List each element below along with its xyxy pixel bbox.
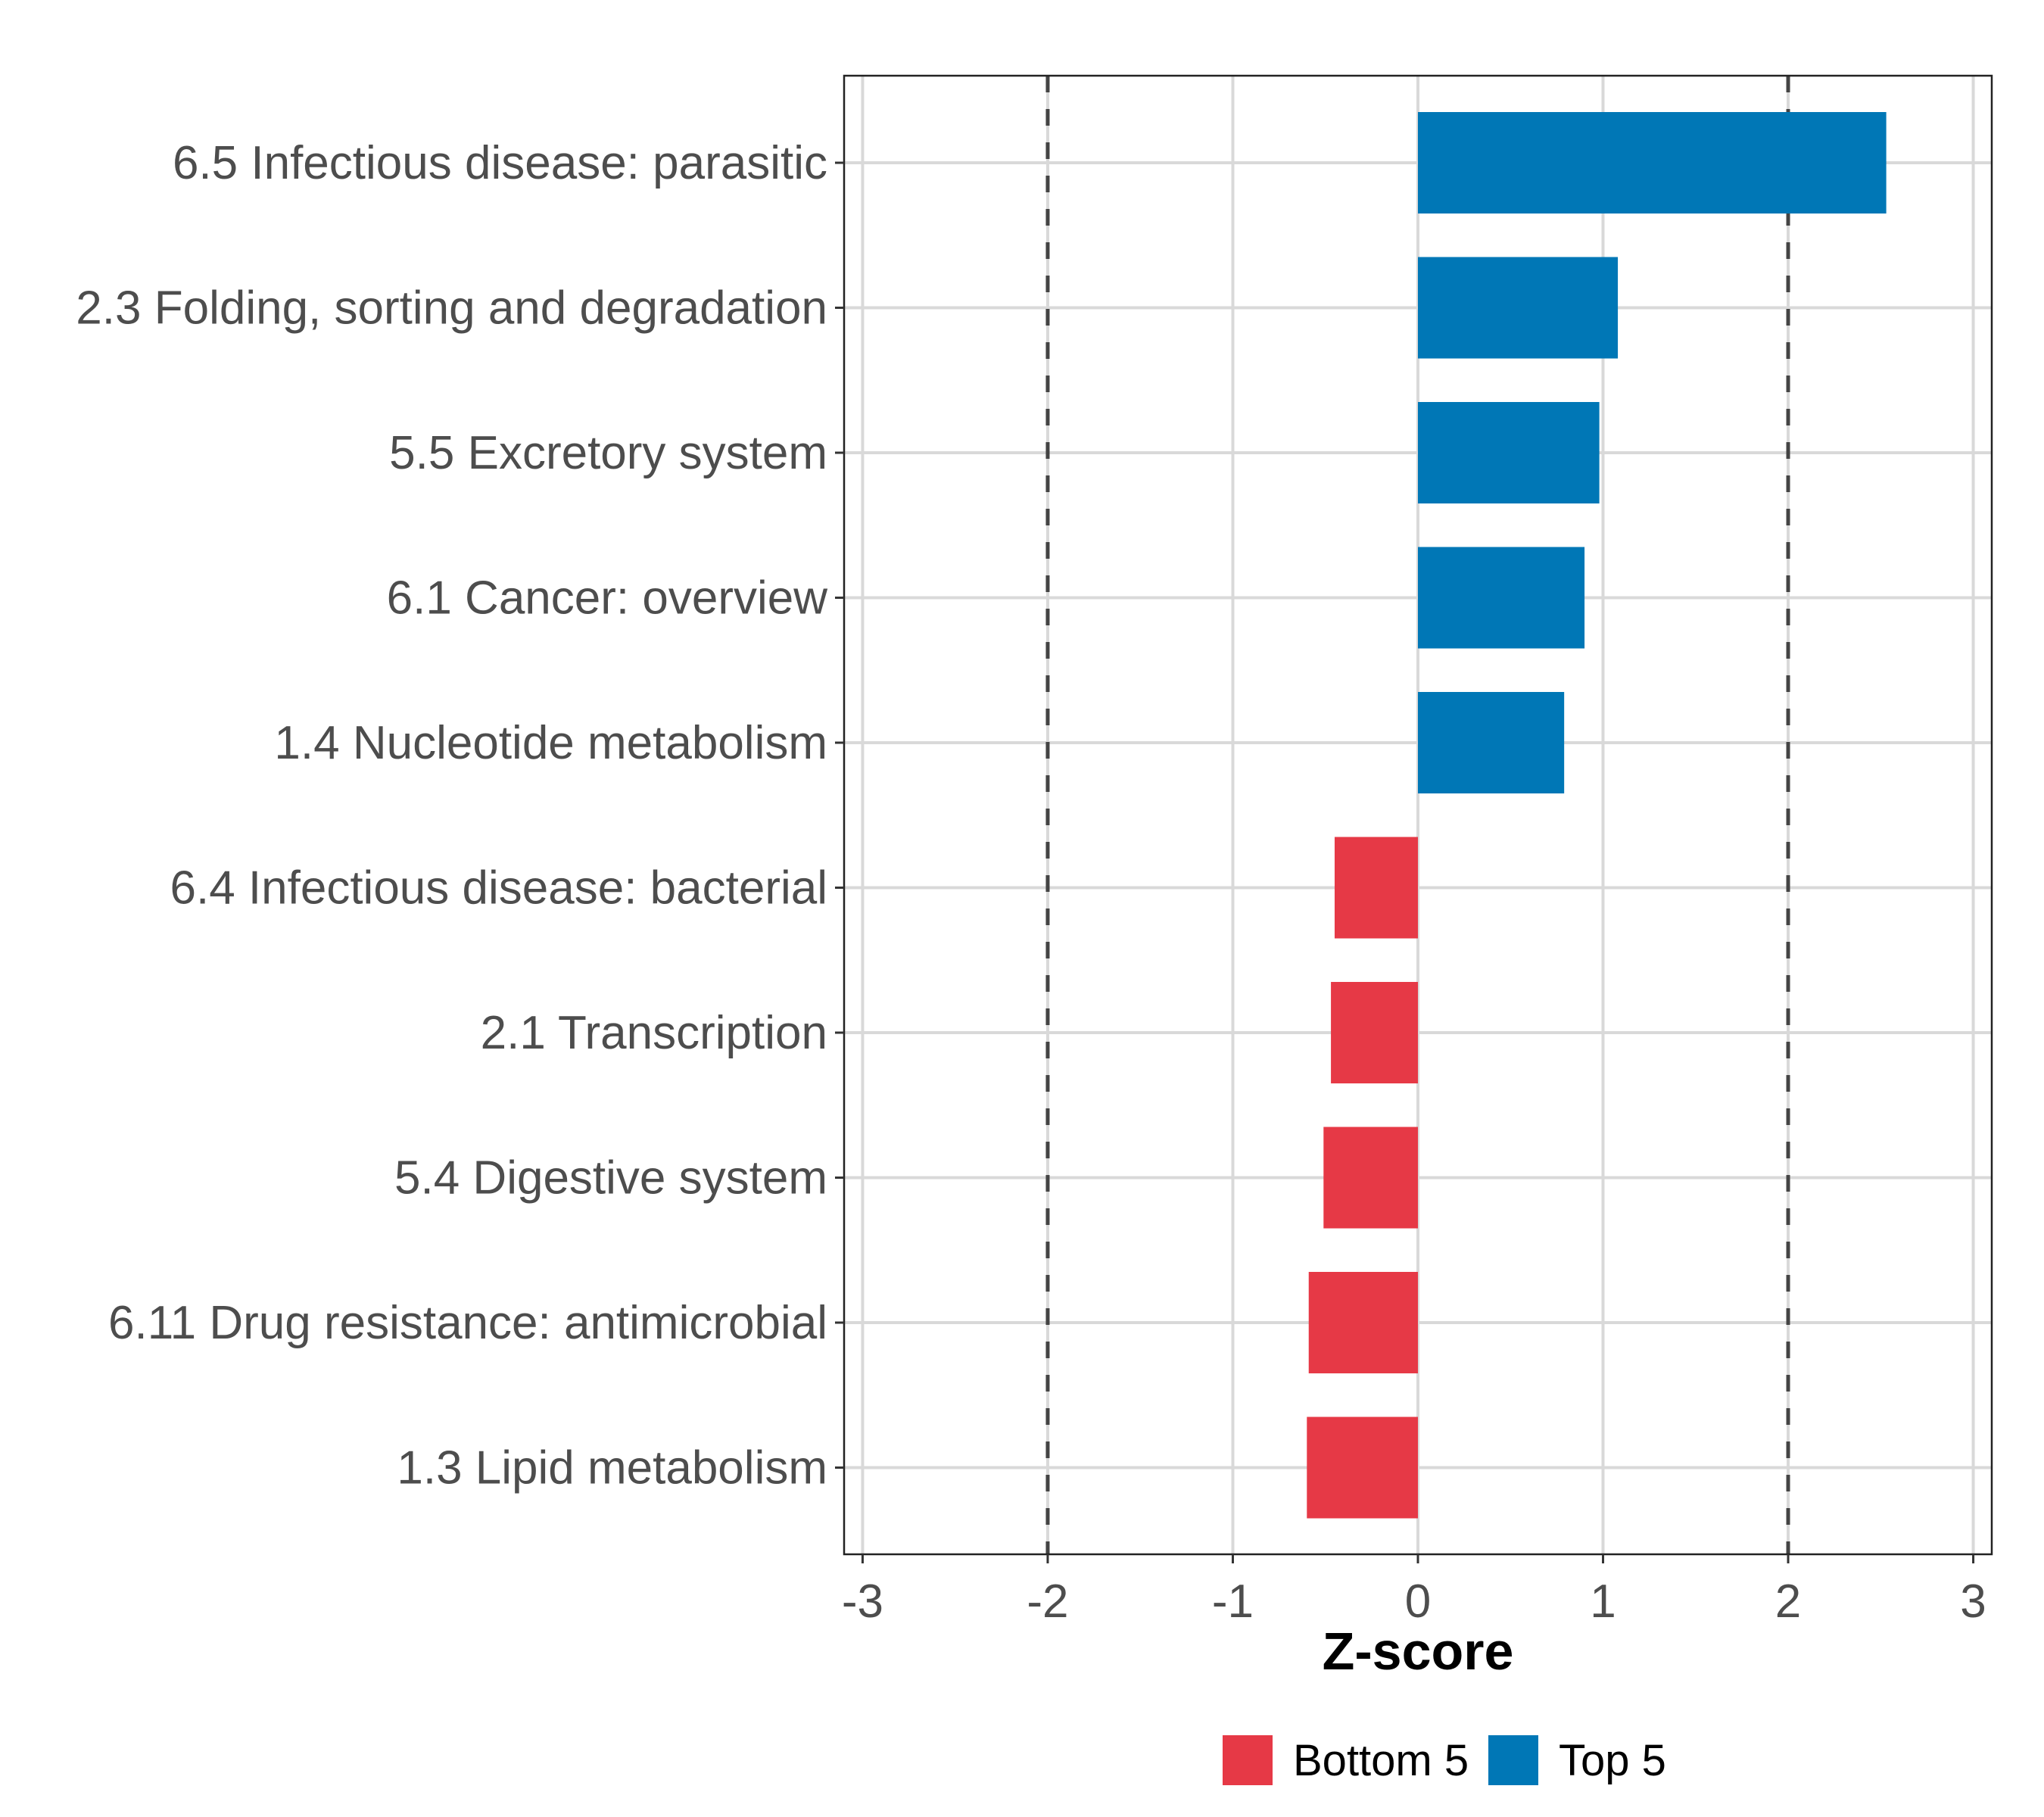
bar (1309, 1272, 1418, 1373)
y-tick-label: 2.1 Transcription (481, 1007, 827, 1059)
y-tick-label: 6.4 Infectious disease: bacterial (170, 862, 827, 915)
y-tick-label: 6.5 Infectious disease: parasitic (173, 137, 827, 189)
chart: 6.5 Infectious disease: parasitic 2.3 Fol… (0, 0, 2044, 1817)
x-axis: -3 -2 -1 0 1 2 3 (842, 1554, 1986, 1628)
x-tick-label: 2 (1775, 1575, 1801, 1628)
legend-swatch (1488, 1735, 1538, 1785)
legend-label: Bottom 5 (1293, 1736, 1469, 1785)
bar (1418, 257, 1618, 359)
y-tick-label: 1.4 Nucleotide metabolism (274, 717, 827, 769)
bar (1418, 402, 1600, 503)
bar (1323, 1127, 1418, 1229)
x-tick-label: 1 (1590, 1575, 1616, 1628)
bar (1418, 692, 1564, 793)
bar (1331, 982, 1418, 1083)
y-tick-label: 6.1 Cancer: overview (387, 572, 828, 625)
legend-label: Top 5 (1559, 1736, 1666, 1785)
y-tick-label: 5.4 Digestive system (394, 1152, 827, 1205)
bars (1307, 112, 1886, 1519)
legend-swatch (1223, 1735, 1273, 1785)
x-tick-label: -2 (1027, 1575, 1068, 1628)
x-tick-label: 3 (1960, 1575, 1986, 1628)
y-tick-label: 1.3 Lipid metabolism (397, 1442, 827, 1494)
x-tick-label: -3 (842, 1575, 883, 1628)
x-tick-label: 0 (1405, 1575, 1431, 1628)
x-axis-title: Z-score (1323, 1622, 1514, 1681)
legend: Bottom 5 Top 5 (1223, 1735, 1666, 1785)
y-tick-label: 5.5 Excretory system (389, 427, 827, 479)
y-tick-label: 2.3 Folding, sorting and degradation (76, 282, 827, 335)
y-axis: 6.5 Infectious disease: parasitic 2.3 Fol… (76, 137, 844, 1494)
bar (1335, 837, 1418, 939)
x-tick-label: -1 (1212, 1575, 1254, 1628)
bar (1418, 547, 1584, 649)
y-tick-label: 6.11 Drug resistance: antimicrobial (108, 1297, 827, 1349)
bar (1418, 112, 1887, 213)
bar (1307, 1417, 1418, 1519)
